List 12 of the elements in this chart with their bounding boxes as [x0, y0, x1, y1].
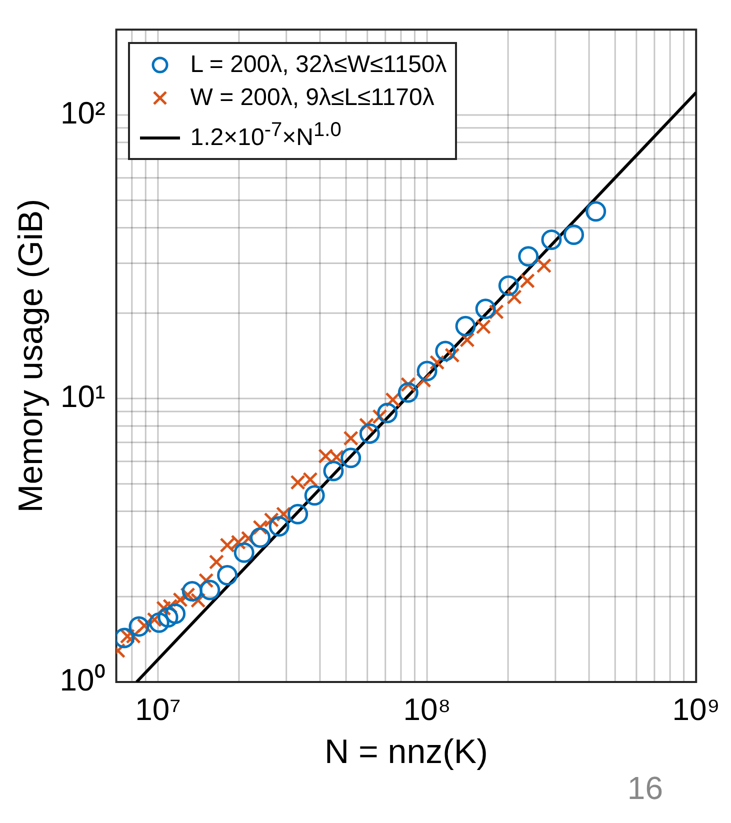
legend-label: 1.2×10$^{-7}$×N$^{1.0}$ — [190, 118, 342, 151]
y-axis-title: Memory usage (GiB) — [12, 198, 50, 513]
y-tick-label: 10⁰ — [60, 662, 106, 698]
legend-label: L = 200λ, 32λ≤W≤1150λ — [190, 50, 447, 78]
x-axis-title: N = nnz(K) — [324, 732, 488, 771]
text: 16 — [627, 770, 663, 807]
y-tick-label: 10¹ — [60, 379, 106, 414]
legend-label: W = 200λ, 9λ≤L≤1170λ — [190, 84, 434, 111]
x-tick-label: 10⁹ — [672, 692, 720, 728]
x-tick-label: 10⁷ — [135, 692, 181, 728]
x-tick-label: 10⁸ — [403, 692, 451, 728]
y-tick-label: 10² — [60, 95, 106, 130]
